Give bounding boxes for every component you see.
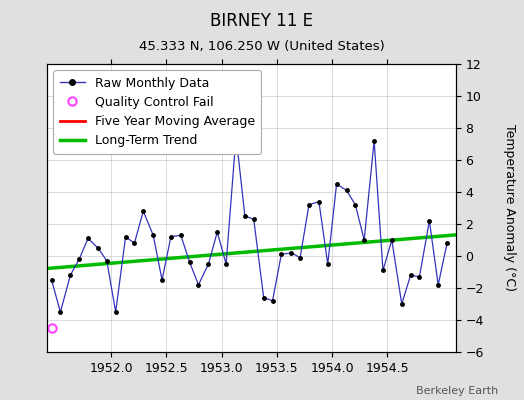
Legend: Raw Monthly Data, Quality Control Fail, Five Year Moving Average, Long-Term Tren: Raw Monthly Data, Quality Control Fail, … [53,70,261,154]
Text: Berkeley Earth: Berkeley Earth [416,386,498,396]
Text: BIRNEY 11 E: BIRNEY 11 E [211,12,313,30]
Text: 45.333 N, 106.250 W (United States): 45.333 N, 106.250 W (United States) [139,40,385,53]
Y-axis label: Temperature Anomaly (°C): Temperature Anomaly (°C) [504,124,517,292]
